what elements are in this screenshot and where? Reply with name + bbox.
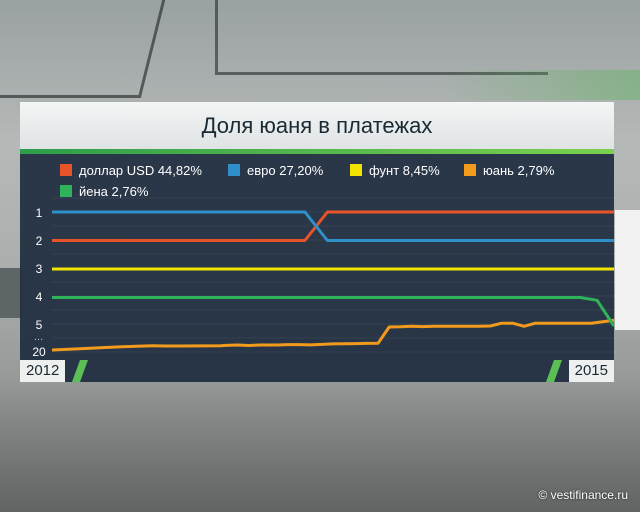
background-floor (0, 382, 640, 512)
legend-item-jpy: йена 2,76% (60, 181, 148, 201)
rank-label: 4 (35, 290, 43, 304)
year-accent (545, 360, 563, 382)
background-frame (215, 0, 548, 75)
legend: доллар USD 44,82% евро 27,20% фунт 8,45%… (60, 154, 620, 199)
legend-label: евро 27,20% (247, 162, 324, 178)
series-line-3 (51, 318, 614, 352)
background-light (440, 70, 640, 100)
year-accent (71, 360, 89, 382)
legend-swatch (464, 164, 476, 176)
watermark: © vestifinance.ru (538, 488, 628, 502)
line-plot (51, 197, 614, 353)
legend-label: фунт 8,45% (369, 162, 440, 178)
legend-swatch (350, 164, 362, 176)
title-bar: Доля юаня в платежах (20, 102, 614, 149)
legend-item-gbp: фунт 8,45% (350, 160, 440, 180)
background-screen (615, 210, 640, 330)
legend-label: доллар USD 44,82% (79, 162, 202, 178)
year-start-label: 2012 (20, 360, 66, 382)
year-end-label: 2015 (568, 360, 614, 382)
legend-swatch (60, 185, 72, 197)
series-line-4 (52, 296, 614, 327)
legend-label: юань 2,79% (483, 162, 555, 178)
rank-label: … (33, 332, 45, 343)
legend-item-eur: евро 27,20% (228, 160, 323, 180)
series-line-1 (52, 210, 614, 242)
background-frame (0, 0, 166, 98)
rank-label: 3 (35, 262, 43, 276)
rank-label: 5 (35, 318, 43, 332)
legend-item-usd: доллар USD 44,82% (60, 160, 202, 180)
legend-swatch (228, 164, 240, 176)
legend-swatch (60, 164, 72, 176)
chart-title: Доля юаня в платежах (201, 112, 433, 138)
year-bar: 2012 2015 (20, 360, 614, 382)
legend-label: йена 2,76% (79, 183, 149, 199)
rank-label: 2 (35, 234, 43, 248)
title-accent-line (20, 149, 614, 154)
rank-label: 1 (35, 206, 43, 220)
legend-item-cny: юань 2,79% (464, 160, 554, 180)
rank-label: 20 (32, 345, 46, 359)
background-screen (0, 268, 22, 318)
